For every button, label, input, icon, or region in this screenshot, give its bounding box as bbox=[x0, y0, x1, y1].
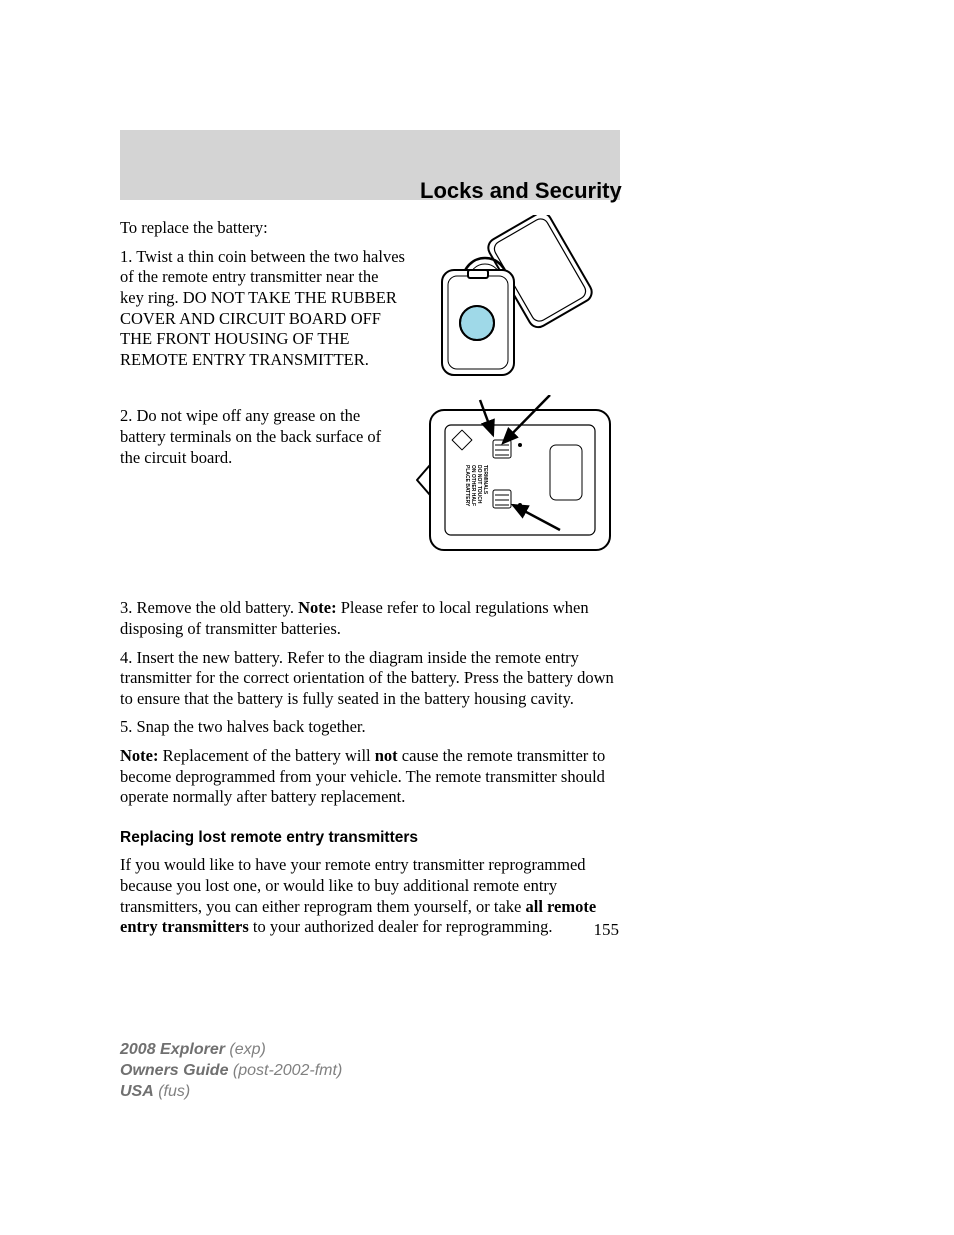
footer-line-2: Owners Guide (post-2002-fmt) bbox=[120, 1061, 342, 1082]
replacing-lost-paragraph: If you would like to have your remote en… bbox=[120, 855, 620, 938]
battery-note: Note: Replacement of the battery will no… bbox=[120, 746, 620, 808]
footer-fus: (fus) bbox=[154, 1083, 190, 1100]
step-1: 1. Twist a thin coin between the two hal… bbox=[120, 247, 405, 371]
page-content: To replace the battery: 1. Twist a thin … bbox=[120, 218, 620, 946]
page-number: 155 bbox=[594, 920, 620, 940]
step-4: 4. Insert the new battery. Refer to the … bbox=[120, 648, 620, 710]
step-3-note-label: Note: bbox=[298, 598, 336, 617]
step-3: 3. Remove the old battery. Note: Please … bbox=[120, 598, 620, 639]
footer-line-1: 2008 Explorer (exp) bbox=[120, 1040, 342, 1061]
intro-text: To replace the battery: bbox=[120, 218, 620, 239]
subheading-replacing-lost: Replacing lost remote entry transmitters bbox=[120, 828, 620, 847]
footer-model: 2008 Explorer bbox=[120, 1041, 225, 1058]
note-not: not bbox=[375, 746, 398, 765]
footer-region: USA bbox=[120, 1083, 154, 1100]
footer-line-3: USA (fus) bbox=[120, 1082, 342, 1103]
footer-guide: Owners Guide bbox=[120, 1062, 228, 1079]
footer-exp: (exp) bbox=[225, 1041, 266, 1058]
step-2: 2. Do not wipe off any grease on the bat… bbox=[120, 406, 405, 468]
section-title: Locks and Security bbox=[420, 178, 622, 204]
step-5: 5. Snap the two halves back together. bbox=[120, 717, 620, 738]
footer: 2008 Explorer (exp) Owners Guide (post-2… bbox=[120, 1040, 342, 1102]
sub-pre: If you would like to have your remote en… bbox=[120, 855, 586, 915]
note-label: Note: bbox=[120, 746, 158, 765]
note-mid: Replacement of the battery will bbox=[158, 746, 374, 765]
footer-fmt: (post-2002-fmt) bbox=[228, 1062, 342, 1079]
sub-post: to your authorized dealer for reprogramm… bbox=[249, 917, 553, 936]
step-3-pre: 3. Remove the old battery. bbox=[120, 598, 298, 617]
